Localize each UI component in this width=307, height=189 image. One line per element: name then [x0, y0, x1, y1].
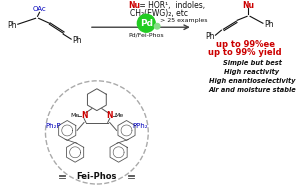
Text: Me: Me	[71, 113, 80, 118]
Text: Simple but best: Simple but best	[223, 60, 282, 66]
Text: Nu: Nu	[129, 1, 141, 10]
Text: Air and moisture stable: Air and moisture stable	[208, 87, 296, 93]
Text: Ph: Ph	[205, 32, 214, 41]
Text: Ph₂P: Ph₂P	[45, 123, 61, 129]
Text: CH₂(EWG)₂, etc: CH₂(EWG)₂, etc	[130, 9, 188, 18]
Text: High enantioselectivity: High enantioselectivity	[209, 78, 295, 84]
Text: OAc: OAc	[33, 6, 46, 12]
Text: Fei-Phos: Fei-Phos	[77, 172, 117, 181]
Circle shape	[154, 23, 160, 29]
Text: Ph: Ph	[264, 20, 274, 29]
Text: Ph: Ph	[7, 21, 17, 30]
Text: Pd/Fei-Phos: Pd/Fei-Phos	[128, 33, 164, 38]
Text: Me: Me	[114, 113, 123, 118]
Text: N: N	[107, 111, 113, 120]
Text: = HOR¹,  indoles,: = HOR¹, indoles,	[137, 1, 205, 10]
Text: up to 99% yield: up to 99% yield	[208, 48, 282, 57]
Text: PPh₂: PPh₂	[133, 123, 148, 129]
Text: Nu: Nu	[242, 1, 254, 10]
Circle shape	[137, 14, 155, 32]
Text: Pd: Pd	[140, 19, 153, 28]
Text: > 25 examples: > 25 examples	[160, 18, 208, 23]
Text: up to 99%ee: up to 99%ee	[216, 40, 275, 49]
Text: High reactivity: High reactivity	[224, 69, 280, 75]
Text: Ph: Ph	[72, 36, 82, 45]
Text: N: N	[81, 111, 87, 120]
